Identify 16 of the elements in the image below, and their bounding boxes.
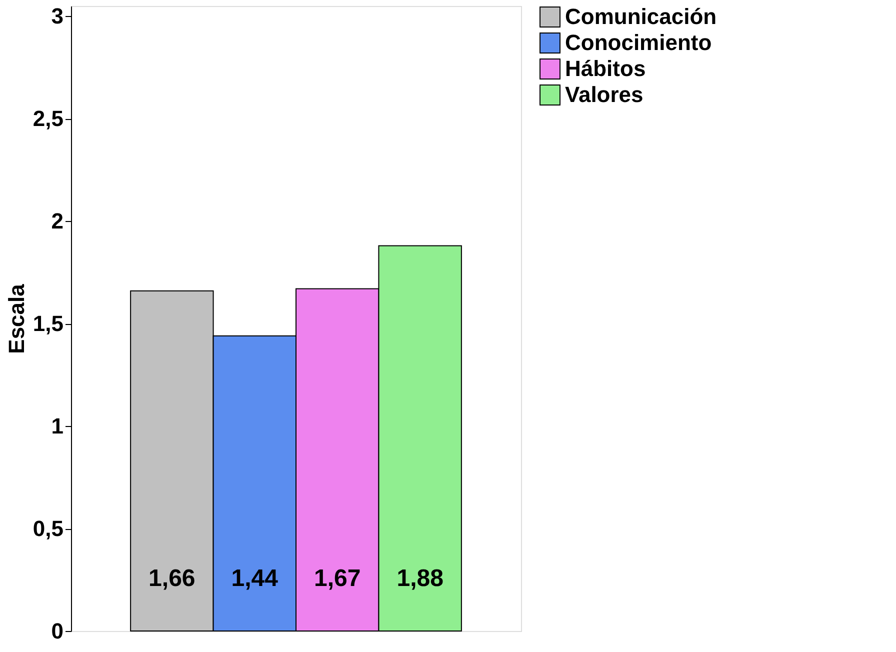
y-axis-title: Escala xyxy=(4,283,29,354)
data-label: 1,88 xyxy=(396,565,444,592)
y-tick-label: 2 xyxy=(51,208,64,234)
y-tick-label: 3 xyxy=(51,4,64,29)
legend-label: Conocimiento xyxy=(565,30,712,55)
data-label: 1,67 xyxy=(314,565,361,592)
y-tick-label: 1 xyxy=(51,414,64,439)
data-label: 1,44 xyxy=(231,565,279,592)
y-tick-label: 0 xyxy=(51,618,64,644)
y-tick-label: 1,5 xyxy=(32,311,64,336)
data-label: 1,66 xyxy=(148,565,196,592)
y-tick-label: 0,5 xyxy=(32,516,64,542)
legend-label: Hábitos xyxy=(565,56,646,81)
legend-label: Valores xyxy=(565,82,644,107)
y-tick-label: 2,5 xyxy=(32,106,64,132)
legend-label: Comunicación xyxy=(565,4,717,29)
